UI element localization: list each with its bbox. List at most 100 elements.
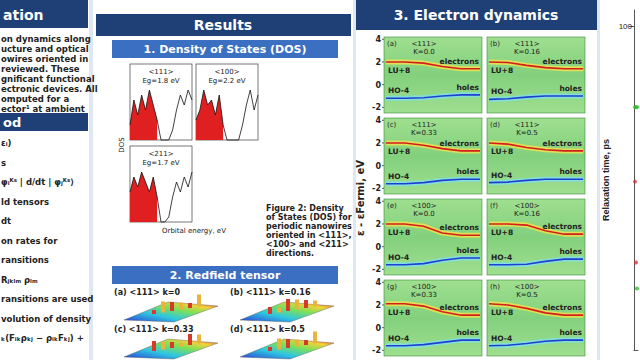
svg-text:LU+8: LU+8 xyxy=(388,308,410,317)
svg-text:<111>: <111> xyxy=(411,40,436,48)
svg-text:(a): (a) xyxy=(387,40,397,48)
svg-text:<100>: <100> xyxy=(411,202,436,210)
svg-text:ation: ation xyxy=(3,7,44,23)
svg-text:HO-4: HO-4 xyxy=(388,172,409,181)
svg-text:2: 2 xyxy=(375,301,381,310)
svg-text:-2: -2 xyxy=(372,265,381,274)
svg-text:0: 0 xyxy=(375,162,381,171)
svg-text:ectronic devices. All: ectronic devices. All xyxy=(1,84,98,94)
svg-text:φᵢᴷˢ | d/dt | φⱼᴷˢ⟩: φᵢᴷˢ | d/dt | φⱼᴷˢ⟩ xyxy=(1,177,74,187)
svg-text:Results: Results xyxy=(194,17,252,33)
svg-text:ₖ(Fᵢₖρₖⱼ − ρᵢₖFₖⱼ) +: ₖ(Fᵢₖρₖⱼ − ρᵢₖFₖⱼ) + xyxy=(1,333,84,343)
svg-text:s: s xyxy=(1,158,6,168)
svg-text:K=0.16: K=0.16 xyxy=(514,210,541,218)
svg-text:ransitions are used: ransitions are used xyxy=(1,294,93,304)
svg-text:LU+8: LU+8 xyxy=(388,228,410,237)
svg-text:<111>: <111> xyxy=(514,40,539,48)
svg-text:0: 0 xyxy=(375,243,381,252)
svg-text:0: 0 xyxy=(375,81,381,90)
svg-text:100: 100 xyxy=(619,22,633,31)
svg-text:owires oriented in: owires oriented in xyxy=(1,54,88,64)
svg-text:(e): (e) xyxy=(387,202,397,210)
svg-text:holes: holes xyxy=(559,328,582,337)
svg-text:Rⱼₖₗₘ ρₗₘ: Rⱼₖₗₘ ρₗₘ xyxy=(1,275,38,285)
svg-text:K=0.5: K=0.5 xyxy=(516,291,538,299)
svg-text:4: 4 xyxy=(375,116,381,125)
svg-text:εᵢ): εᵢ) xyxy=(1,138,12,148)
svg-text:omputed for a: omputed for a xyxy=(1,94,69,104)
svg-text:2: 2 xyxy=(375,139,381,148)
svg-text:HO-4: HO-4 xyxy=(491,334,512,343)
svg-text:<111>: <111> xyxy=(148,68,173,76)
svg-text:-2: -2 xyxy=(372,346,381,355)
svg-text:(h): (h) xyxy=(490,283,500,291)
svg-text:volution of density: volution of density xyxy=(1,314,92,324)
svg-text:holes: holes xyxy=(559,167,582,176)
svg-text:<100>: <100> xyxy=(214,68,239,76)
svg-text:HO-4: HO-4 xyxy=(491,253,512,262)
svg-text:(g): (g) xyxy=(387,283,397,291)
svg-text:<100>: <100> xyxy=(514,283,539,291)
svg-text:K=0.33: K=0.33 xyxy=(411,129,437,137)
svg-text:K=0.5: K=0.5 xyxy=(516,129,538,137)
svg-text:ransitions: ransitions xyxy=(1,255,49,265)
svg-text:(c) <111> k=0.33: (c) <111> k=0.33 xyxy=(114,325,194,334)
svg-text:<100>: <100> xyxy=(514,202,539,210)
svg-text:4: 4 xyxy=(375,278,381,287)
svg-text:electrons: electrons xyxy=(543,222,583,231)
svg-text:-2: -2 xyxy=(372,103,381,112)
svg-text:DOS: DOS xyxy=(118,137,126,153)
svg-text:electrons: electrons xyxy=(440,303,480,312)
svg-text:0: 0 xyxy=(375,324,381,333)
svg-text:<111>: <111> xyxy=(514,121,539,129)
svg-text:LU+8: LU+8 xyxy=(491,228,513,237)
svg-text:electrons: electrons xyxy=(543,139,583,148)
svg-text:ld tensors: ld tensors xyxy=(1,197,49,207)
svg-text:K=0.0: K=0.0 xyxy=(413,48,435,56)
svg-text:(b): (b) xyxy=(490,40,500,48)
svg-text:HO-4: HO-4 xyxy=(388,334,409,343)
svg-text:2: 2 xyxy=(375,220,381,229)
svg-text:K=0.16: K=0.16 xyxy=(514,48,541,56)
svg-text:Eg=1.8 eV: Eg=1.8 eV xyxy=(142,77,179,85)
svg-text:LU+8: LU+8 xyxy=(491,147,513,156)
svg-text:(a) <111> k=0: (a) <111> k=0 xyxy=(114,288,180,297)
svg-text:LU+8: LU+8 xyxy=(388,147,410,156)
svg-text:2. Redfield tensor: 2. Redfield tensor xyxy=(170,269,281,282)
svg-text:LU+8: LU+8 xyxy=(491,308,513,317)
svg-text:HO-4: HO-4 xyxy=(388,86,409,95)
svg-text:Orbital energy, eV: Orbital energy, eV xyxy=(162,227,226,235)
svg-text:K=0.33: K=0.33 xyxy=(411,291,437,299)
svg-text:dt: dt xyxy=(1,216,11,226)
svg-text:(c): (c) xyxy=(387,121,397,129)
svg-text:<211>: <211> xyxy=(148,150,173,158)
svg-text:HO-4: HO-4 xyxy=(491,87,512,96)
svg-text:gnificant functional: gnificant functional xyxy=(1,74,95,84)
svg-text:electrons: electrons xyxy=(440,139,480,148)
svg-text:<111>: <111> xyxy=(411,121,436,129)
svg-text:electrons: electrons xyxy=(440,223,480,232)
svg-text:Eg=2.2 eV: Eg=2.2 eV xyxy=(208,77,245,85)
svg-text:electrons: electrons xyxy=(543,57,583,66)
svg-text:on dynamics along: on dynamics along xyxy=(1,34,91,44)
svg-text:holes: holes xyxy=(559,247,582,256)
svg-text:Eg=1.7 eV: Eg=1.7 eV xyxy=(142,159,179,167)
svg-text:(d): (d) xyxy=(490,121,500,129)
svg-text:-2: -2 xyxy=(372,184,381,193)
svg-text:2: 2 xyxy=(375,58,381,67)
svg-text:1. Density of States (DOS): 1. Density of States (DOS) xyxy=(144,43,307,56)
svg-text:electrons: electrons xyxy=(543,303,583,312)
svg-text:4: 4 xyxy=(375,197,381,206)
svg-text:(d) <111> k=0.5: (d) <111> k=0.5 xyxy=(230,325,305,334)
svg-text:Relaxation time, ps: Relaxation time, ps xyxy=(601,139,611,221)
svg-text:holes: holes xyxy=(456,328,479,337)
svg-text:holes: holes xyxy=(456,167,479,176)
svg-text:LU+8: LU+8 xyxy=(388,66,410,75)
svg-text:holes: holes xyxy=(456,246,479,255)
svg-text:<100>: <100> xyxy=(411,283,436,291)
svg-text:LU+8: LU+8 xyxy=(491,66,513,75)
svg-text:4: 4 xyxy=(375,35,381,44)
svg-text:3. Electron dynamics: 3. Electron dynamics xyxy=(394,7,559,23)
svg-text:(f): (f) xyxy=(490,202,498,210)
svg-text:reviewed. These: reviewed. These xyxy=(1,64,80,74)
